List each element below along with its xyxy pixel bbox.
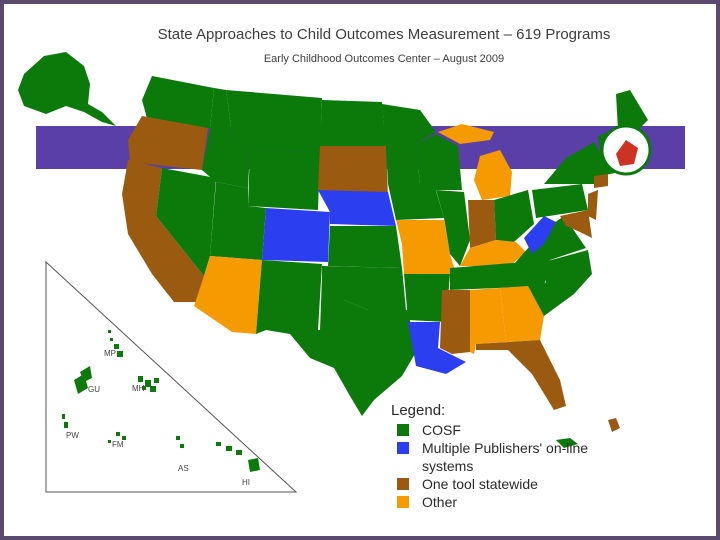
state-ok — [322, 266, 406, 310]
state-pr — [608, 418, 620, 432]
territory-label-mh: MH — [132, 384, 145, 393]
legend-swatch-cosf — [397, 424, 409, 436]
state-ga — [500, 286, 544, 342]
legend-swatch-one-tool — [397, 478, 409, 490]
state-ct — [594, 174, 608, 188]
state-pa — [532, 184, 588, 218]
territory-label-mp: MP — [104, 349, 116, 358]
state-mn — [382, 104, 436, 184]
legend-label-other: Other — [422, 494, 458, 510]
territory-label-pw: PW — [66, 431, 79, 440]
state-al — [470, 288, 506, 354]
state-in — [468, 200, 496, 248]
territory-label-hi: HI — [242, 478, 250, 487]
state-il — [436, 190, 470, 266]
territory-pw-islands — [62, 414, 68, 428]
legend-swatch-multiple-publishers — [397, 442, 409, 454]
legend-swatch-other — [397, 496, 409, 508]
page-title: State Approaches to Child Outcomes Measu… — [157, 26, 611, 43]
legend-item-cosf: COSF — [391, 421, 621, 439]
territory-gu-island — [74, 366, 92, 394]
state-id — [202, 88, 250, 188]
state-ky — [460, 240, 526, 266]
page-subtitle: Early Childhood Outcomes Center – August… — [263, 53, 505, 65]
state-nm — [256, 260, 322, 334]
state-wy — [248, 150, 320, 210]
state-wv — [524, 216, 556, 254]
state-ms — [440, 290, 470, 354]
state-sd — [318, 146, 388, 198]
state-mi — [474, 150, 512, 200]
territory-label-gu: GU — [88, 385, 100, 394]
state-ak — [18, 52, 116, 126]
state-nv — [156, 168, 216, 276]
state-md — [560, 210, 592, 238]
state-oh — [494, 190, 534, 242]
state-co — [262, 208, 330, 262]
state-tx — [266, 276, 416, 416]
territory-hi-islands — [216, 442, 260, 472]
territories-frame — [45, 260, 298, 493]
legend-label-multiple-publishers: Multiple Publishers' on-line systems — [422, 440, 589, 474]
state-wi — [416, 134, 462, 190]
territory-mp-islands — [108, 330, 123, 357]
state-fl — [476, 340, 566, 410]
state-ca — [122, 160, 204, 302]
state-ia — [388, 184, 444, 220]
state-nj — [588, 190, 598, 220]
state-hi — [556, 438, 578, 448]
legend-label-one-tool: One tool statewide — [422, 476, 538, 492]
legend-title: Legend: — [391, 402, 446, 419]
legend-item-multiple-publishers: Multiple Publishers' on-line systems — [391, 439, 621, 475]
state-wa — [142, 76, 214, 128]
us-map — [18, 52, 652, 493]
state-la — [408, 322, 466, 374]
state-me — [616, 90, 648, 136]
legend-item-other: Other — [391, 493, 621, 511]
state-ri-callout-shape — [616, 140, 638, 166]
state-mt — [226, 90, 322, 152]
territory-fm-islands — [108, 432, 126, 443]
territory-label-fm: FM — [112, 440, 124, 449]
slide: State Approaches to Child Outcomes Measu… — [4, 4, 716, 536]
state-mi-upper — [438, 124, 494, 144]
legend-item-one-tool: One tool statewide — [391, 475, 621, 493]
territory-as-islands — [176, 436, 184, 448]
legend: Legend: COSF Multiple Publishers' on-lin… — [391, 402, 621, 511]
territory-label-as: AS — [178, 464, 189, 473]
state-ny — [544, 142, 608, 184]
legend-label-cosf: COSF — [422, 422, 461, 438]
state-ut — [210, 182, 266, 260]
state-mo — [396, 220, 456, 274]
state-nd — [320, 100, 386, 146]
state-or — [128, 116, 208, 170]
territory-mh-islands — [138, 376, 159, 392]
state-az — [194, 256, 262, 334]
state-ks — [328, 226, 402, 268]
state-ne — [318, 190, 396, 226]
state-nc — [544, 250, 592, 294]
state-tn — [450, 260, 550, 290]
state-ar — [404, 274, 450, 322]
